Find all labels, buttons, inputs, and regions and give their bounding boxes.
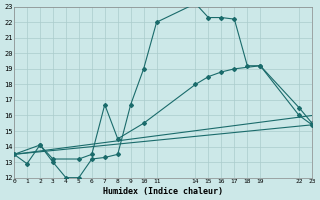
X-axis label: Humidex (Indice chaleur): Humidex (Indice chaleur): [103, 187, 223, 196]
